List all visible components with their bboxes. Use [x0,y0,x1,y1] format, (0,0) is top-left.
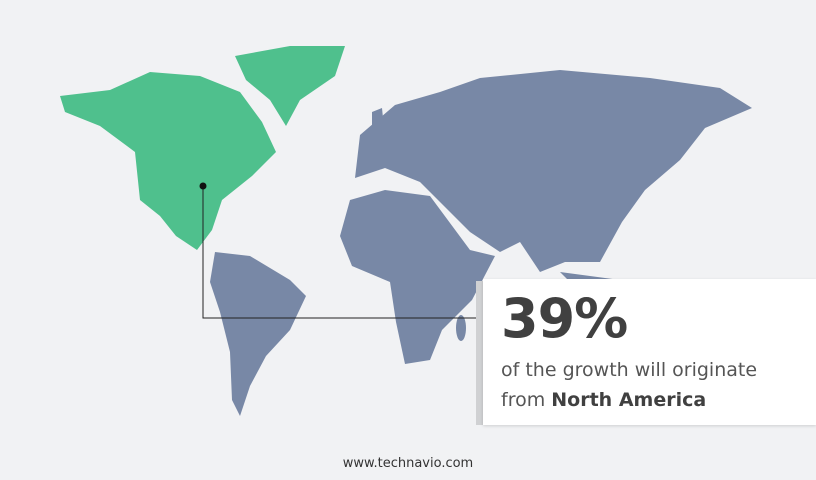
callout-description: of the growth will originate from North … [501,355,757,415]
callout-region: North America [551,389,707,411]
callout-accent-bar [476,281,483,425]
growth-percentage: 39% [501,287,628,350]
callout-prefix: from [501,389,546,411]
south-america [210,252,306,416]
madagascar [456,315,466,341]
website-footer: www.technavio.com [342,456,474,471]
japan [628,160,650,200]
callout-card: 39% of the growth will originate from No… [483,279,816,425]
connector-line [202,186,483,319]
africa [340,190,495,364]
location-pin [199,182,207,190]
callout-text-line2: from North America [501,385,757,415]
greenland [235,46,345,126]
callout-text-line1: of the growth will originate [501,359,758,381]
north-america-region [60,46,345,250]
north-america [60,72,276,250]
uk [372,108,384,132]
eurasia [355,70,752,272]
